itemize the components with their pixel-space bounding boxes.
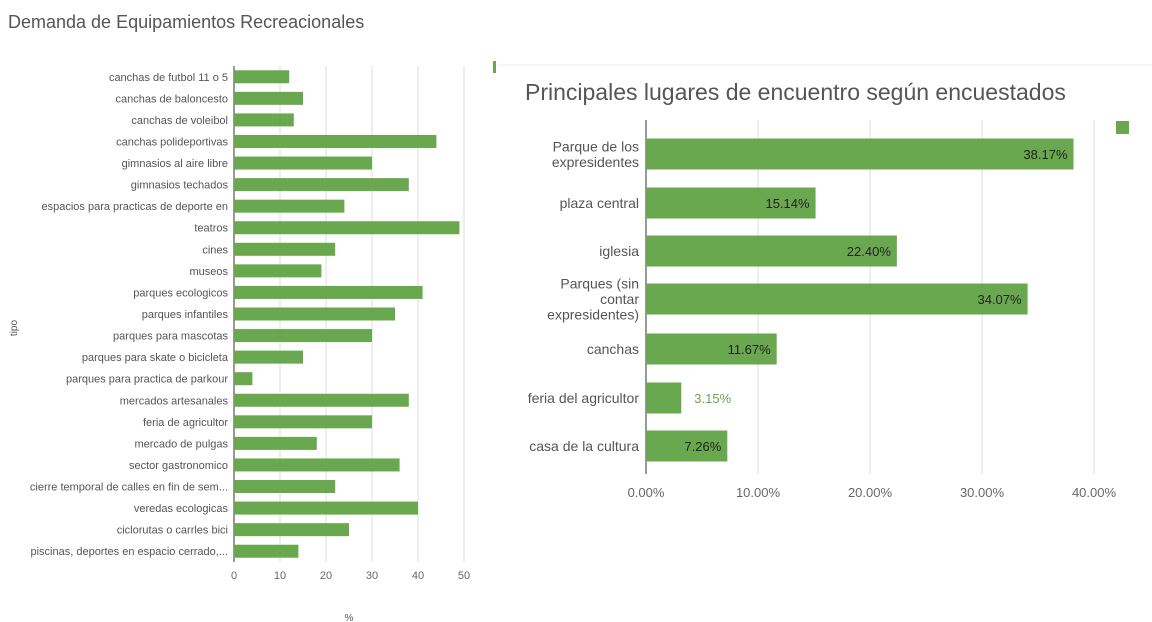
- right-data-label: 38.17%: [1023, 147, 1068, 162]
- right-chart-title: Principales lugares de encuentro según e…: [525, 79, 1066, 105]
- left-category-label: gimnasios techados: [131, 180, 229, 192]
- right-data-label: 15.14%: [765, 196, 810, 211]
- left-bar: [234, 350, 303, 364]
- left-bar: [234, 178, 409, 192]
- left-category-label: espacios para practicas de deporte en: [41, 201, 228, 213]
- left-category-label: parques para skate o bicicleta: [82, 352, 229, 364]
- left-x-tick-label: 20: [320, 570, 332, 582]
- left-category-label: parques para mascotas: [113, 331, 228, 343]
- left-bar: [234, 480, 336, 494]
- left-bar: [234, 199, 345, 213]
- right-category-label: casa de la cultura: [529, 438, 639, 454]
- left-category-label: parques infantiles: [142, 309, 229, 321]
- right-category-label: feria del agricultor: [528, 390, 640, 406]
- left-category-label: sector gastronomico: [129, 460, 228, 472]
- corner-marker: [493, 61, 496, 73]
- demand-chart: Demanda de Equipamientos Recreacionales …: [8, 12, 470, 622]
- left-bar: [234, 156, 372, 170]
- right-x-tick-label: 30.00%: [960, 485, 1005, 500]
- right-category-label: expresidentes): [547, 307, 639, 323]
- left-category-label: mercado de pulgas: [134, 438, 228, 450]
- right-x-tick-label: 10.00%: [736, 485, 781, 500]
- left-category-label: veredas ecologicas: [134, 503, 229, 515]
- left-category-label: museos: [189, 266, 228, 278]
- left-x-tick-label: 50: [458, 570, 470, 582]
- legend-swatch: [1116, 121, 1129, 134]
- left-bar: [234, 70, 290, 84]
- left-x-tick-label: 40: [412, 570, 424, 582]
- left-x-tick-label: 10: [274, 570, 286, 582]
- left-category-label: cierre temporal de calles en fin de sem.…: [30, 482, 228, 494]
- right-category-label: expresidentes: [552, 154, 639, 170]
- left-chart-title: Demanda de Equipamientos Recreacionales: [8, 12, 364, 32]
- left-category-label: parques ecologicos: [133, 287, 228, 299]
- left-bar: [234, 329, 372, 343]
- right-category-label: iglesia: [599, 243, 639, 259]
- left-category-label: canchas de voleibol: [131, 115, 228, 127]
- right-data-label: 7.26%: [684, 439, 721, 454]
- left-bar: [234, 372, 253, 386]
- left-category-label: piscinas, deportes en espacio cerrado,..…: [30, 546, 228, 558]
- left-bar: [234, 221, 460, 235]
- left-bar: [234, 91, 303, 105]
- left-bar: [234, 113, 294, 127]
- right-bar: [646, 138, 1074, 170]
- left-category-label: teatros: [194, 223, 228, 235]
- right-bar: [646, 430, 728, 462]
- right-x-tick-label: 20.00%: [848, 485, 893, 500]
- left-category-label: ciclorutas o carrles bici: [117, 525, 228, 537]
- left-category-label: cines: [202, 244, 228, 256]
- left-category-label: canchas de futbol 11 o 5: [109, 72, 228, 84]
- left-bar: [234, 458, 400, 472]
- left-category-label: canchas polideportivas: [116, 136, 228, 148]
- left-bar: [234, 307, 395, 321]
- left-y-axis-label: tipo: [9, 320, 20, 337]
- left-category-label: parques para practica de parkour: [66, 374, 228, 386]
- right-category-label: Parques (sin: [560, 276, 639, 292]
- left-bar: [234, 436, 317, 450]
- left-bar: [234, 134, 437, 148]
- right-x-tick-label: 0.00%: [628, 485, 665, 500]
- left-bar: [234, 285, 423, 299]
- left-bar: [234, 501, 418, 515]
- right-bar: [646, 187, 816, 219]
- right-bar: [646, 382, 682, 414]
- left-category-label: mercados artesanales: [120, 395, 229, 407]
- left-bar: [234, 523, 349, 537]
- right-category-label: contar: [600, 291, 639, 307]
- left-x-axis-label: %: [345, 613, 354, 622]
- left-bar: [234, 393, 409, 407]
- right-data-label: 3.15%: [694, 391, 731, 406]
- right-bar: [646, 333, 777, 365]
- left-x-tick-label: 0: [231, 570, 237, 582]
- left-category-label: gimnasios al aire libre: [122, 158, 228, 170]
- left-bar: [234, 415, 372, 429]
- right-category-label: canchas: [587, 341, 639, 357]
- left-bar: [234, 242, 336, 256]
- right-data-label: 22.40%: [847, 244, 892, 259]
- right-x-tick-label: 40.00%: [1072, 485, 1117, 500]
- right-category-label: Parque de los: [553, 138, 639, 154]
- right-bar: [646, 283, 1028, 315]
- left-x-tick-label: 30: [366, 570, 378, 582]
- left-category-label: feria de agricultor: [143, 417, 228, 429]
- left-category-label: canchas de baloncesto: [115, 93, 228, 105]
- right-data-label: 11.67%: [728, 342, 772, 357]
- left-bar: [234, 264, 322, 278]
- left-bar: [234, 544, 299, 558]
- right-category-label: plaza central: [560, 195, 639, 211]
- right-data-label: 34.07%: [977, 292, 1022, 307]
- right-bar: [646, 235, 897, 267]
